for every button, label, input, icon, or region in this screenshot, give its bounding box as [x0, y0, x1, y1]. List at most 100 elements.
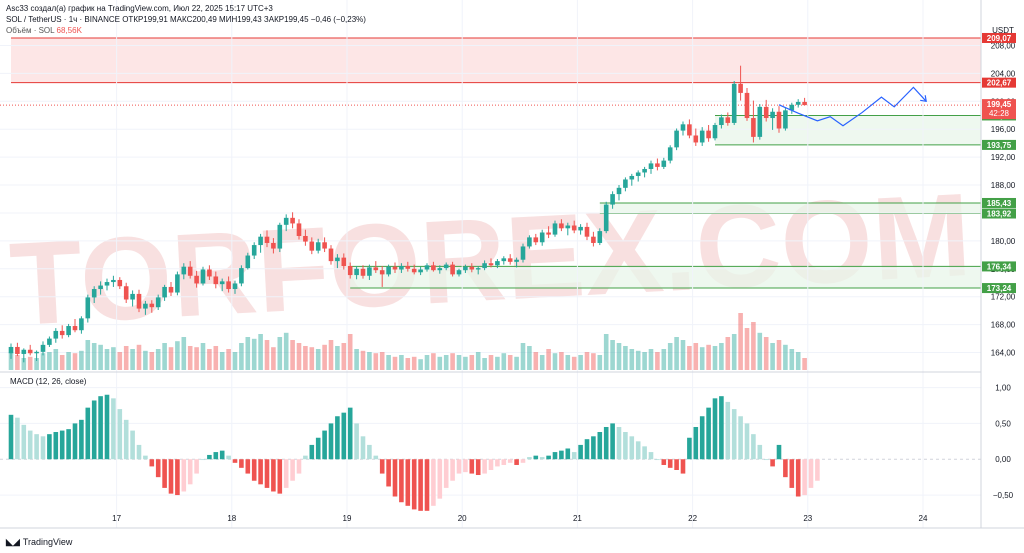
macd-histogram-bar [488, 459, 494, 470]
candle-body [565, 225, 571, 229]
candle-body [290, 217, 295, 224]
candle-body [168, 286, 174, 293]
macd-histogram-bar [623, 432, 628, 460]
candle-body [469, 266, 475, 270]
macd-histogram-bar [104, 394, 110, 460]
macd-histogram-bar [507, 459, 513, 463]
macd-histogram-bar [738, 416, 743, 460]
candle-body [571, 225, 577, 231]
volume-bar [168, 347, 174, 370]
macd-histogram-bar [194, 459, 199, 474]
candle-body [693, 135, 699, 143]
candle-body [482, 263, 487, 269]
macd-histogram-bar [296, 459, 302, 474]
candle-body [303, 235, 308, 242]
volume-value: 68,56K [56, 26, 82, 35]
candle-body [213, 276, 219, 285]
volume-bar [27, 356, 33, 370]
macd-histogram-bar [648, 452, 654, 460]
candle-body [661, 160, 667, 167]
macd-histogram-bar [533, 455, 539, 460]
volume-bar [674, 337, 679, 370]
candle-body [392, 266, 398, 270]
macd-tick-label: 0,00 [995, 455, 1011, 464]
volume-bar [763, 337, 769, 370]
time-tick-label: 20 [458, 514, 467, 523]
candles-layer[interactable] [8, 65, 807, 363]
volume-bar [239, 343, 244, 370]
macd-histogram-bar [744, 423, 750, 460]
macd-histogram-bar [687, 437, 692, 460]
candle-body [53, 330, 59, 339]
volume-bar [149, 352, 155, 370]
price-tick-label: 196,00 [991, 125, 1016, 134]
macd-histogram-bar [143, 455, 148, 460]
level-price-label: 173,24 [987, 284, 1012, 293]
volume-bar [354, 349, 359, 370]
volume-bar [667, 343, 673, 370]
candle-body [763, 106, 769, 119]
candle-body [15, 346, 20, 354]
macd-histogram-bar [123, 419, 129, 460]
time-tick-label: 22 [688, 514, 697, 523]
macd-histogram-bar [181, 459, 187, 492]
macd-histogram-bar [699, 416, 705, 460]
volume-bar [597, 355, 603, 370]
volume-bar [303, 346, 308, 370]
volume-bar [578, 355, 583, 370]
volume-bar [501, 353, 507, 370]
macd-histogram-bar [456, 459, 462, 474]
macd-histogram-bar [232, 459, 238, 463]
candle-body [591, 236, 596, 243]
grid-layer [0, 0, 981, 528]
volume-bar [648, 349, 654, 370]
macd-histogram-bar [450, 459, 455, 481]
volume-bar [629, 349, 635, 370]
volume-bar [475, 352, 481, 370]
macd-histogram-bar [392, 459, 398, 497]
volume-bar [200, 343, 206, 370]
volume-legend[interactable]: Объём · SOL 68,56K [6, 25, 366, 36]
candle-body [91, 289, 97, 298]
macd-histogram-bar [546, 455, 551, 460]
candle-body [315, 242, 321, 251]
footer-brand[interactable]: ◣◢ TradingView [6, 537, 72, 548]
tradingview-logo-icon: ◣◢ [6, 537, 20, 547]
macd-histogram-bar [418, 459, 423, 511]
macd-histogram-bar [27, 430, 33, 460]
macd-histogram-bar [341, 412, 347, 460]
volume-bar [744, 328, 750, 370]
volume-bar [47, 352, 52, 370]
volume-bar [15, 355, 20, 370]
candle-body [360, 268, 366, 276]
volume-bar [527, 346, 532, 370]
macd-tick-label: 1,00 [995, 384, 1011, 393]
level-price-tag [982, 139, 1016, 150]
macd-histogram-bar [347, 407, 353, 460]
volume-bar [488, 355, 494, 370]
candle-body [21, 349, 27, 354]
volume-bar [443, 355, 449, 370]
volume-bar [315, 349, 321, 370]
macd-histogram-bar [373, 455, 379, 460]
volume-bar [687, 346, 692, 370]
volume-bar [251, 338, 257, 370]
volume-bar [367, 352, 372, 370]
symbol-info[interactable]: SOL / TetherUS · 1ч · BINANCE ОТКР199,91… [6, 15, 366, 24]
macd-legend[interactable]: MACD (12, 26, close) [10, 377, 87, 386]
level-price-tag [982, 32, 1016, 43]
macd-histogram-bar [239, 459, 244, 468]
volume-label: Объём · SOL [6, 26, 55, 35]
countdown-label: 42:28 [989, 109, 1010, 118]
macd-histogram-bar [213, 452, 219, 460]
macd-histogram-bar [91, 400, 97, 460]
price-tick-label: 168,00 [991, 321, 1016, 330]
macd-histogram-bar [539, 457, 545, 460]
price-tick-label: 204,00 [991, 69, 1016, 78]
candle-body [59, 330, 65, 336]
volume-bar [175, 341, 180, 370]
macd-histogram-bar [162, 459, 167, 488]
macd-histogram-bar [674, 459, 679, 470]
volume-bar [34, 358, 39, 370]
